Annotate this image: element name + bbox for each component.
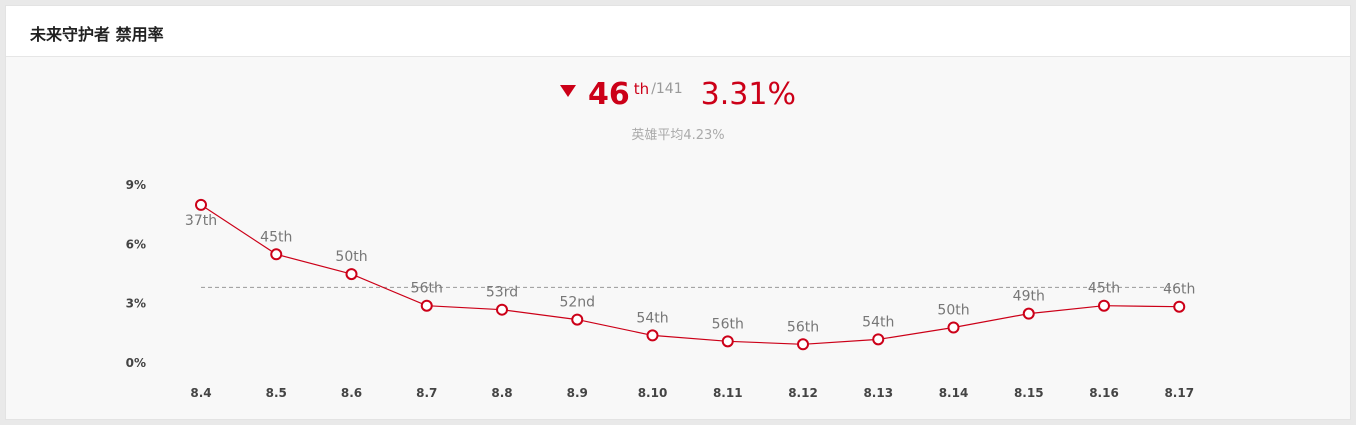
rank-total: /141	[651, 80, 683, 97]
panel-title: 未来守护者 禁用率	[30, 25, 164, 44]
rank-down-icon	[560, 84, 577, 97]
rank-label: 52nd	[559, 295, 595, 311]
data-point	[947, 321, 960, 334]
data-point	[345, 268, 358, 281]
x-tick-label: 8.7	[416, 386, 437, 400]
data-point	[270, 248, 283, 261]
rank-label: 45th	[260, 229, 292, 245]
data-point	[1022, 307, 1035, 320]
data-point	[1173, 300, 1186, 313]
ban-rate-line	[200, 204, 1180, 345]
data-point	[195, 198, 207, 211]
x-tick-label: 8.5	[266, 386, 287, 400]
rank-label: 45th	[1088, 281, 1120, 297]
rank-label: 56th	[411, 281, 443, 297]
ban-rate-chart: 0% 3% 6% 9% 37th 45th 50th 56th 53rd 52nd 54th 56th…	[126, 178, 1196, 400]
y-tick-label: 3%	[126, 297, 146, 311]
rank-label: 50th	[335, 249, 367, 265]
data-point	[797, 338, 809, 351]
rank-label: 56th	[712, 316, 744, 332]
rank-label: 54th	[862, 314, 894, 330]
x-tick-label: 8.6	[341, 386, 362, 400]
x-tick-label: 8.16	[1089, 386, 1119, 400]
hero-average: 英雄平均4.23%	[631, 128, 725, 143]
x-tick-label: 8.15	[1014, 386, 1044, 400]
data-point	[721, 335, 734, 348]
x-tick-label: 8.9	[567, 386, 588, 400]
y-tick-label: 0%	[126, 356, 146, 370]
ban-rate-value: 3.31%	[700, 77, 796, 112]
x-tick-label: 8.11	[713, 386, 743, 400]
rank-suffix: th	[633, 79, 650, 98]
x-tick-label: 8.13	[863, 386, 893, 400]
rank-label: 56th	[787, 319, 819, 335]
rank-label: 46th	[1163, 282, 1195, 298]
panel-header: 未来守护者 禁用率	[6, 6, 1350, 57]
rank-label: 49th	[1013, 289, 1045, 305]
rank-number: 46	[588, 77, 630, 112]
y-tick-label: 9%	[126, 178, 146, 192]
rank-label: 37th	[185, 213, 217, 229]
x-tick-label: 8.12	[788, 386, 818, 400]
data-point	[571, 313, 584, 326]
x-tick-label: 8.17	[1164, 386, 1194, 400]
data-point	[1098, 299, 1110, 312]
data-point	[646, 329, 659, 342]
data-point	[420, 299, 433, 312]
rank-label: 54th	[636, 310, 668, 326]
y-tick-label: 6%	[126, 237, 146, 251]
rank-label: 53rd	[486, 285, 518, 301]
x-tick-label: 8.4	[190, 386, 211, 400]
data-point	[872, 333, 885, 346]
rank-label: 50th	[937, 302, 969, 318]
x-tick-label: 8.10	[638, 386, 668, 400]
x-tick-label: 8.14	[939, 386, 969, 400]
data-point	[496, 303, 508, 316]
x-tick-label: 8.8	[491, 386, 512, 400]
